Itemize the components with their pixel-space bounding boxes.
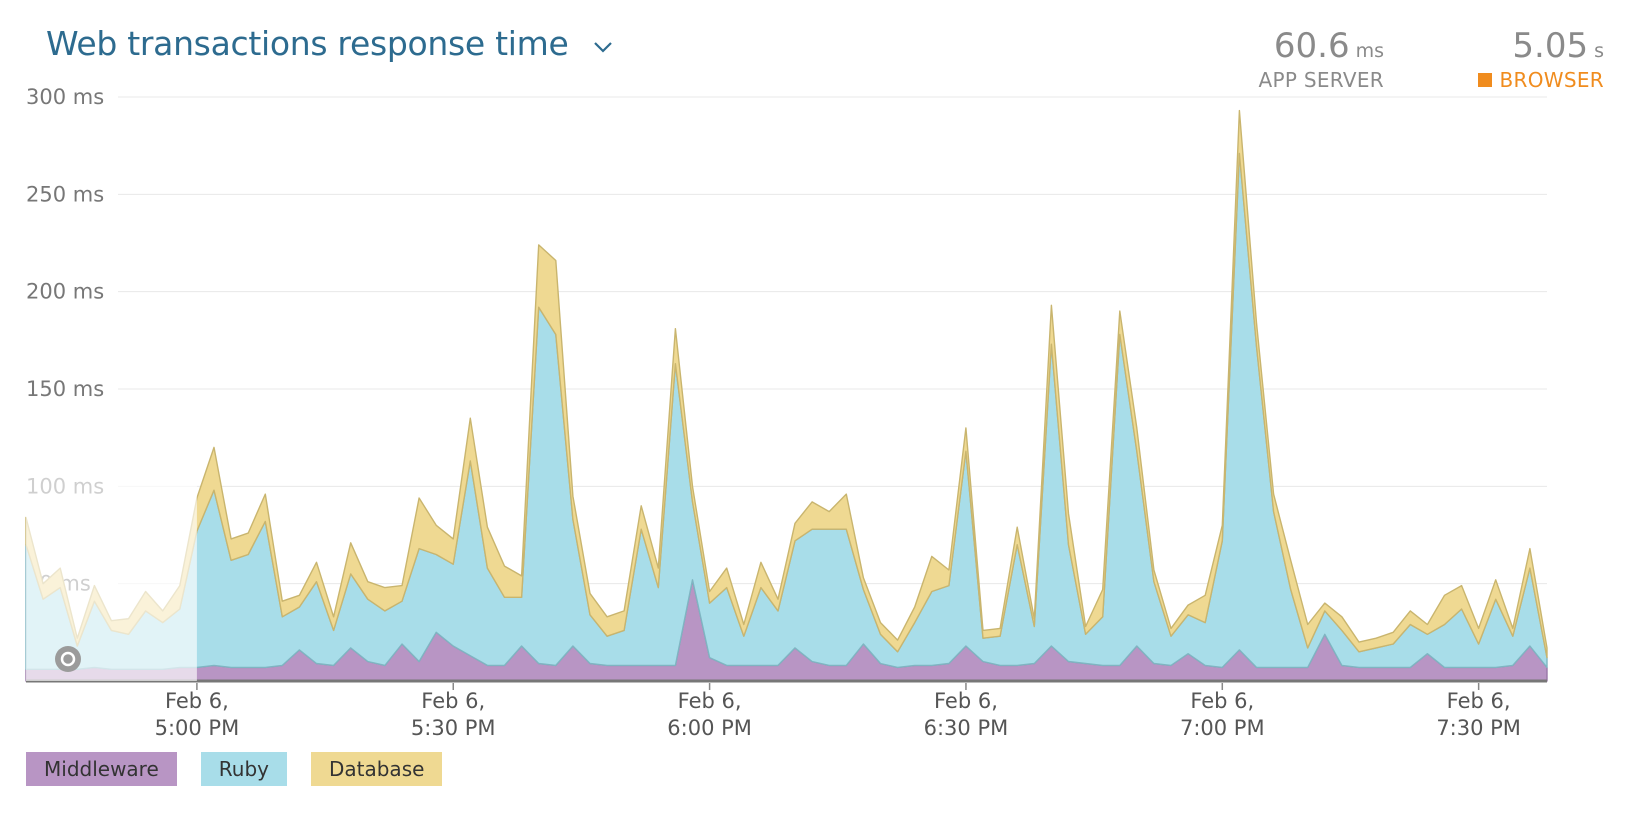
browser-label: BROWSER [1499,68,1604,92]
x-tick-label-time: 7:30 PM [1436,716,1521,740]
y-tick-label: 250 ms [26,182,104,206]
scrubber-handle-ring [60,651,76,667]
x-tick-label-time: 5:00 PM [155,716,240,740]
x-tick-label-time: 6:00 PM [667,716,752,740]
chart-title: Web transactions response time [46,24,569,63]
scrubber-handle-icon [55,646,81,672]
legend-database[interactable]: Database [310,752,443,786]
chart-legend: Middleware Ruby Database [26,752,466,786]
browser-value: 5.05 [1512,26,1589,66]
y-tick-label: 150 ms [26,377,104,401]
chart-title-group[interactable]: Web transactions response time [46,24,616,63]
app-server-stat: 60.6 ms APP SERVER [1258,26,1384,92]
chevron-down-icon[interactable] [590,34,616,60]
legend-ruby[interactable]: Ruby [200,752,287,786]
y-tick-label: 300 ms [26,85,104,109]
app-server-value: 60.6 [1273,26,1350,66]
x-tick-label-date: Feb 6, [678,689,742,713]
app-server-unit: ms [1355,40,1384,62]
legend-middleware[interactable]: Middleware [26,752,177,786]
browser-stat[interactable]: 5.05 s BROWSER [1477,26,1604,92]
area-ruby [25,152,1548,670]
x-tick-label-date: Feb 6, [1190,689,1254,713]
browser-swatch-icon [1477,73,1492,87]
x-tick-label-date: Feb 6, [934,689,998,713]
x-tick-label-date: Feb 6, [165,689,229,713]
x-tick-label-date: Feb 6, [421,689,485,713]
browser-unit: s [1594,40,1604,62]
app-server-label: APP SERVER [1258,68,1384,92]
y-tick-label: 200 ms [26,280,104,304]
x-tick-label-time: 7:00 PM [1180,716,1265,740]
x-tick-label-time: 6:30 PM [924,716,1009,740]
faded-window-overlay [26,420,197,681]
x-tick-label-date: Feb 6, [1447,689,1511,713]
x-tick-label-time: 5:30 PM [411,716,496,740]
